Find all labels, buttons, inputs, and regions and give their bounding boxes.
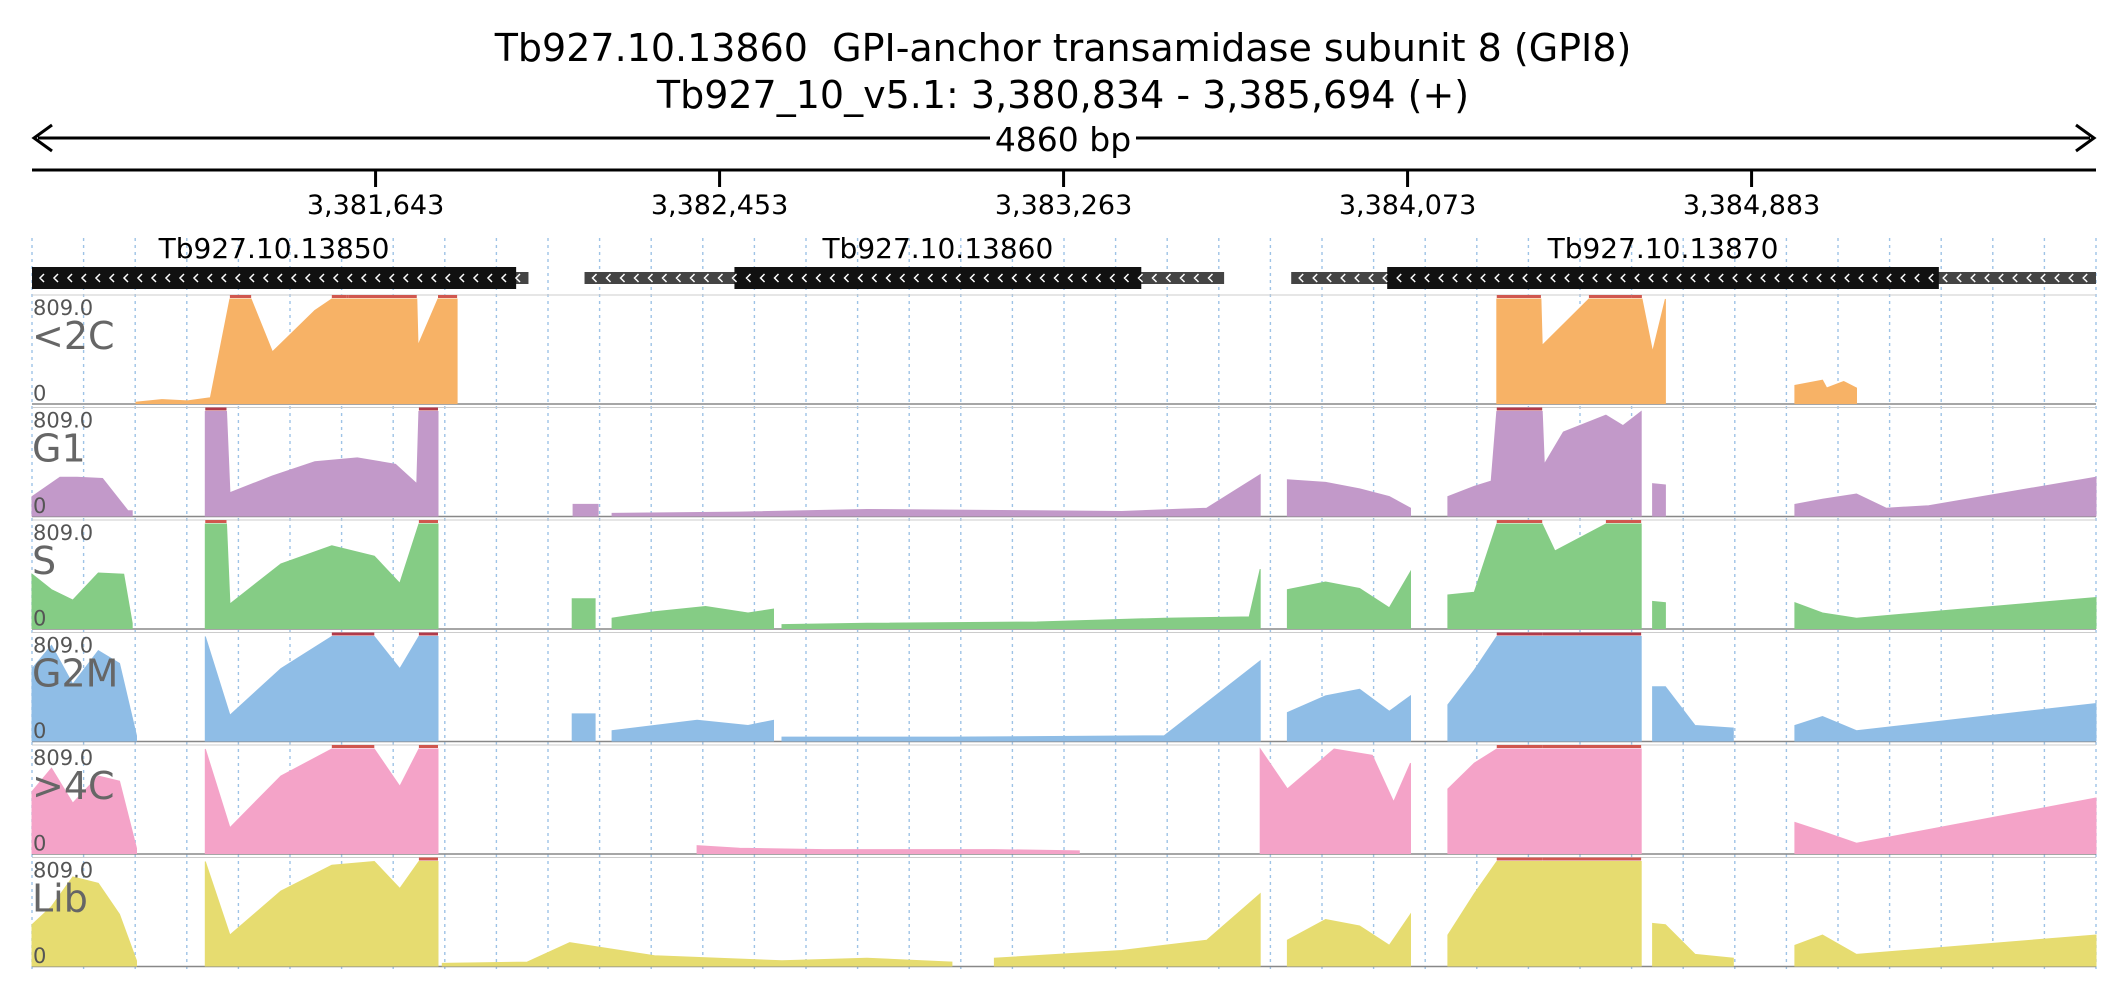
coverage-area <box>1652 483 1666 517</box>
coverage-area <box>1447 748 1642 854</box>
coverage-area <box>781 568 1261 629</box>
coverage-area <box>1794 476 2097 517</box>
span-arrow-right-icon <box>2075 123 2097 153</box>
coverage-area <box>1447 410 1642 517</box>
figure-subtitle: Tb927_10_v5.1: 3,380,834 - 3,385,694 (+) <box>656 73 1470 117</box>
coverage-area <box>781 659 1261 742</box>
y-max-label: 809.0 <box>33 634 93 658</box>
coverage-area <box>1259 747 1411 854</box>
y-max-label: 809.0 <box>33 859 93 883</box>
coverage-area <box>1652 600 1666 629</box>
gene-label: Tb927.10.13870 <box>1547 232 1779 265</box>
ruler-tick-label: 3,381,643 <box>307 190 444 221</box>
y-min-label: 0 <box>33 494 46 518</box>
coverage-area <box>1286 569 1411 629</box>
track-name: >4C <box>32 764 115 808</box>
coverage-area <box>1652 922 1734 967</box>
coverage-area <box>611 473 1261 517</box>
ruler-tick-label: 3,383,263 <box>995 190 1132 221</box>
coverage-area <box>1794 596 2097 629</box>
coverage-area <box>1286 688 1411 742</box>
y-min-label: 0 <box>33 382 46 406</box>
coverage-area <box>31 876 137 967</box>
coverage-area <box>1794 934 2097 967</box>
gene-label: Tb927.10.13850 <box>158 232 390 265</box>
coverage-area <box>572 503 599 517</box>
span-arrow-left-icon <box>31 123 53 153</box>
track-name: Lib <box>32 877 88 921</box>
coverage-area <box>1447 523 1642 629</box>
ruler-tick-label: 3,384,883 <box>1683 190 1820 221</box>
y-min-label: 0 <box>33 607 46 631</box>
coverage-area <box>204 748 439 854</box>
coverage-area <box>993 892 1261 967</box>
y-max-label: 809.0 <box>33 409 93 433</box>
coverage-area <box>31 767 137 854</box>
gene-cds-bar <box>734 267 1142 289</box>
track-name: G2M <box>32 652 118 696</box>
strand-arrow-icon <box>38 273 521 283</box>
y-min-label: 0 <box>33 832 46 856</box>
coverage-area <box>611 605 774 629</box>
coverage-area <box>1286 912 1411 967</box>
coverage-area <box>1652 686 1734 742</box>
span-length-label: 4860 bp <box>995 120 1131 159</box>
coverage-area <box>1794 797 2097 854</box>
coverage-area <box>1447 861 1642 967</box>
coverage-area <box>204 523 439 629</box>
ruler-tick-label: 3,382,453 <box>651 190 788 221</box>
track-name: <2C <box>32 314 115 358</box>
coverage-area <box>204 411 439 517</box>
y-max-label: 809.0 <box>33 521 93 545</box>
figure-title: Tb927.10.13860 GPI-anchor transamidase s… <box>494 26 1632 70</box>
coverage-area <box>135 298 439 404</box>
coverage-area <box>1794 379 1857 404</box>
coverage-area <box>611 719 774 742</box>
gene-cds-bar <box>32 267 517 289</box>
y-min-label: 0 <box>33 719 46 743</box>
coverage-area <box>437 298 458 404</box>
coverage-area <box>1496 298 1666 404</box>
coverage-area <box>441 942 953 967</box>
coverage-area <box>696 845 1080 854</box>
y-max-label: 809.0 <box>33 746 93 770</box>
coverage-area <box>204 860 439 967</box>
coverage-area <box>571 598 596 629</box>
coverage-area <box>204 636 439 742</box>
coverage-area <box>1447 636 1642 742</box>
y-max-label: 809.0 <box>33 296 93 320</box>
strand-arrow-icon <box>1298 273 2088 283</box>
coverage-area <box>571 713 596 742</box>
coverage-area <box>1286 479 1411 517</box>
track-name: G1 <box>32 427 86 471</box>
ruler-tick-label: 3,384,073 <box>1339 190 1476 221</box>
coverage-area <box>31 572 133 629</box>
track-name: S <box>32 539 56 583</box>
coverage-area <box>31 644 137 742</box>
y-min-label: 0 <box>33 944 46 968</box>
gene-label: Tb927.10.13860 <box>821 232 1053 265</box>
strand-arrow-icon <box>591 273 1214 283</box>
coverage-area <box>1794 702 2097 742</box>
coverage-area <box>31 476 133 517</box>
